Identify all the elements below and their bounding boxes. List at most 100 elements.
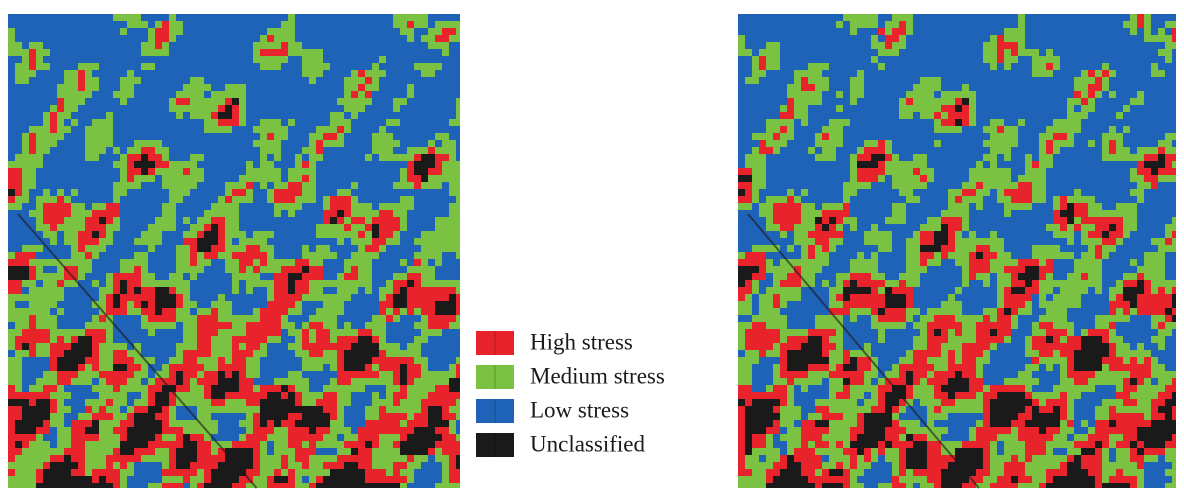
map-cell — [218, 371, 225, 378]
map-cell — [934, 77, 941, 84]
map-cell — [8, 357, 15, 364]
map-cell — [759, 322, 766, 329]
map-cell — [1011, 287, 1018, 294]
map-cell — [134, 182, 141, 189]
map-cell — [1123, 413, 1130, 420]
map-cell — [899, 189, 906, 196]
map-cell — [162, 210, 169, 217]
map-cell — [428, 392, 435, 399]
map-cell — [1137, 168, 1144, 175]
map-cell — [1172, 217, 1176, 224]
map-cell — [976, 427, 983, 434]
map-cell — [43, 273, 50, 280]
map-cell — [260, 35, 267, 42]
map-cell — [358, 462, 365, 469]
map-cell — [400, 280, 407, 287]
map-cell — [344, 77, 351, 84]
map-cell — [22, 350, 29, 357]
map-cell — [1074, 434, 1081, 441]
map-cell — [836, 126, 843, 133]
map-cell — [253, 280, 260, 287]
map-cell — [885, 413, 892, 420]
map-cell — [428, 35, 435, 42]
map-cell — [808, 371, 815, 378]
map-cell — [29, 441, 36, 448]
map-cell — [766, 224, 773, 231]
map-cell — [1172, 21, 1176, 28]
map-cell — [134, 420, 141, 427]
map-cell — [29, 483, 36, 488]
map-cell — [393, 308, 400, 315]
map-cell — [745, 203, 752, 210]
map-cell — [759, 301, 766, 308]
map-cell — [218, 343, 225, 350]
map-cell — [787, 287, 794, 294]
map-cell — [295, 448, 302, 455]
map-cell — [372, 434, 379, 441]
map-cell — [948, 189, 955, 196]
map-cell — [850, 266, 857, 273]
map-cell — [815, 245, 822, 252]
map-cell — [113, 357, 120, 364]
map-cell — [15, 196, 22, 203]
map-cell — [260, 280, 267, 287]
map-cell — [899, 35, 906, 42]
map-cell — [85, 413, 92, 420]
map-cell — [400, 385, 407, 392]
map-cell — [8, 273, 15, 280]
map-cell — [85, 91, 92, 98]
map-cell — [864, 378, 871, 385]
map-cell — [752, 462, 759, 469]
map-cell — [162, 483, 169, 488]
map-cell — [134, 455, 141, 462]
map-cell — [29, 392, 36, 399]
map-cell — [759, 273, 766, 280]
map-cell — [442, 420, 449, 427]
map-cell — [43, 294, 50, 301]
map-cell — [365, 406, 372, 413]
map-cell — [330, 455, 337, 462]
map-cell — [1060, 126, 1067, 133]
map-cell — [808, 427, 815, 434]
map-cell — [50, 455, 57, 462]
map-cell — [260, 266, 267, 273]
map-cell — [948, 364, 955, 371]
map-cell — [913, 343, 920, 350]
map-cell — [449, 119, 456, 126]
map-cell — [808, 84, 815, 91]
map-cell — [85, 406, 92, 413]
map-cell — [787, 441, 794, 448]
map-cell — [1109, 91, 1116, 98]
map-cell — [738, 196, 745, 203]
map-cell — [92, 399, 99, 406]
map-cell — [120, 175, 127, 182]
map-cell — [190, 469, 197, 476]
map-cell — [759, 266, 766, 273]
map-cell — [71, 469, 78, 476]
map-cell — [78, 231, 85, 238]
map-cell — [106, 231, 113, 238]
map-cell — [414, 413, 421, 420]
map-cell — [836, 294, 843, 301]
map-cell — [948, 294, 955, 301]
map-cell — [358, 266, 365, 273]
map-cell — [162, 182, 169, 189]
map-cell — [365, 336, 372, 343]
map-cell — [274, 448, 281, 455]
map-cell — [1116, 315, 1123, 322]
map-cell — [78, 84, 85, 91]
map-cell — [407, 413, 414, 420]
map-cell — [1046, 315, 1053, 322]
map-cell — [752, 357, 759, 364]
map-cell — [864, 280, 871, 287]
map-cell — [134, 378, 141, 385]
map-cell — [1025, 154, 1032, 161]
map-cell — [190, 154, 197, 161]
map-cell — [120, 273, 127, 280]
map-cell — [1067, 105, 1074, 112]
map-cell — [759, 203, 766, 210]
map-cell — [85, 77, 92, 84]
map-cell — [766, 315, 773, 322]
map-cell — [246, 357, 253, 364]
map-cell — [428, 266, 435, 273]
